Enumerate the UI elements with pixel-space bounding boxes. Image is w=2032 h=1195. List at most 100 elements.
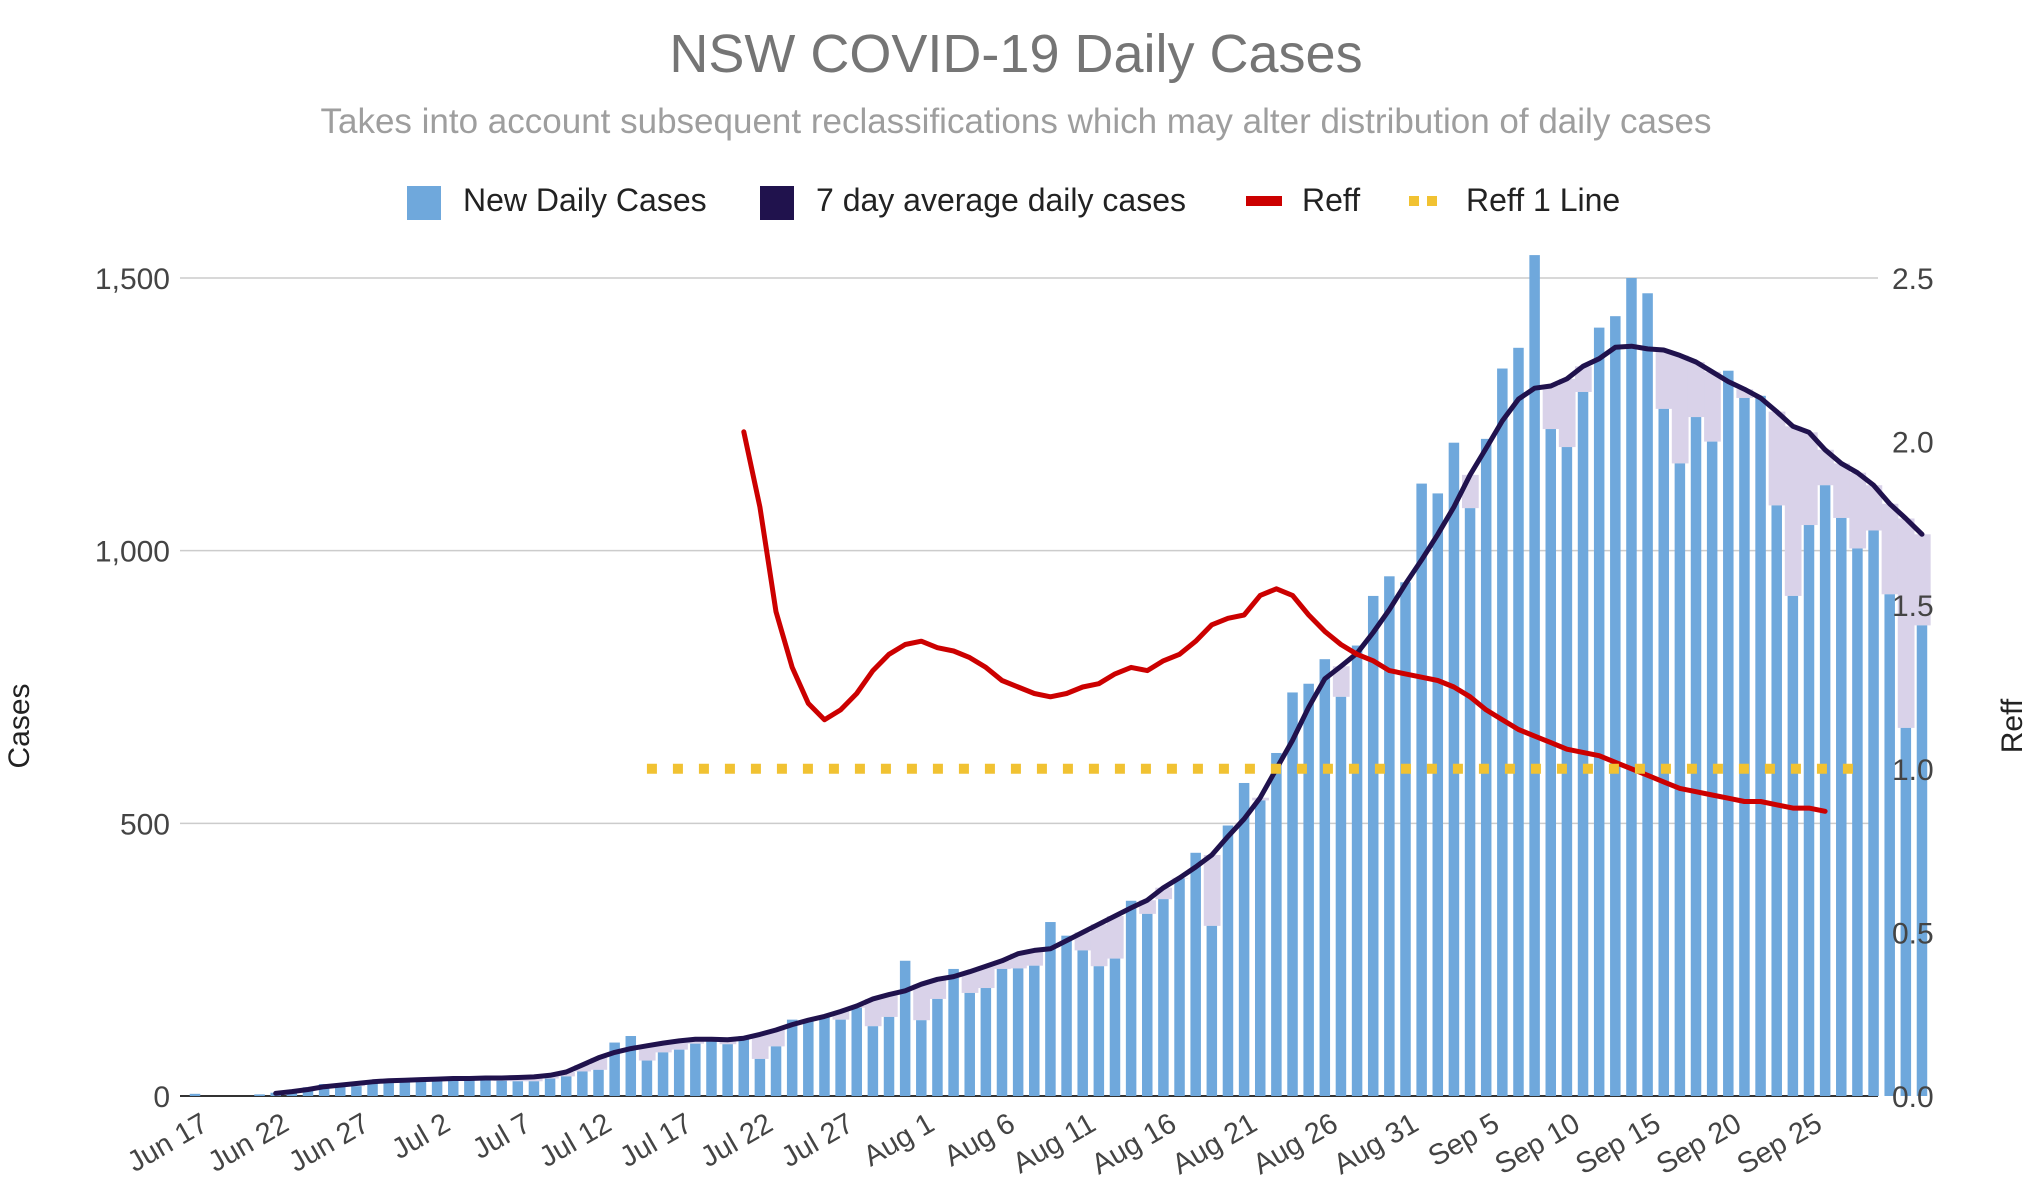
x-tick-label: Jul 22 (695, 1107, 778, 1173)
bar (980, 988, 992, 1096)
bar (383, 1080, 394, 1096)
average-fill-segment (671, 1040, 688, 1050)
bar (1303, 683, 1314, 1096)
bar (964, 992, 975, 1096)
legend-label-reff-1-line: Reff 1 Line (1466, 182, 1620, 218)
y2-tick-label: 0.5 (1892, 917, 1934, 950)
bar (835, 1019, 846, 1096)
x-tick-label: Jul 12 (534, 1107, 617, 1173)
bar (1900, 727, 1912, 1096)
series-line-7-day-average (273, 343, 1925, 1096)
average-fill-segment (961, 971, 979, 993)
bar (1125, 900, 1137, 1096)
bar (560, 1076, 572, 1096)
bar (722, 1044, 733, 1096)
bar (1884, 594, 1895, 1096)
bar (1384, 576, 1395, 1096)
legend: New Daily Cases 7 day average daily case… (407, 182, 1620, 220)
x-tick-label: Sep 25 (1732, 1107, 1828, 1181)
x-tick-label: Aug 6 (939, 1107, 1021, 1173)
average-fill-segment (880, 994, 898, 1017)
bar (1642, 293, 1653, 1096)
bar (1206, 925, 1218, 1096)
bar (932, 998, 943, 1096)
legend-swatch-new-daily-cases (407, 186, 441, 220)
bar (738, 1036, 750, 1096)
x-tick-label: Jun 17 (122, 1107, 213, 1178)
x-tick-label: Sep 10 (1490, 1107, 1586, 1181)
y2-tick-label: 2.0 (1892, 427, 1934, 460)
bar (447, 1076, 459, 1096)
x-tick-label: Aug 1 (858, 1107, 940, 1173)
x-tick-label: Aug 21 (1167, 1107, 1263, 1181)
average-fill-segment (1784, 426, 1802, 596)
bar (1029, 965, 1040, 1096)
bar (318, 1084, 330, 1096)
legend-swatch-7-day-average (760, 186, 794, 220)
average-fill-segment (1817, 449, 1834, 486)
average-fill-segment (1203, 854, 1221, 926)
legend-swatch-reff-1-line-a (1409, 196, 1419, 206)
bar (1658, 408, 1669, 1096)
bar (1916, 625, 1928, 1096)
average-fill-segment (1155, 887, 1173, 900)
bar (1723, 370, 1734, 1096)
legend-label-7-day-average: 7 day average daily cases (816, 182, 1186, 218)
bar (641, 1060, 653, 1096)
x-tick-label: Aug 16 (1086, 1107, 1182, 1181)
y2-tick-label: 1.5 (1892, 590, 1934, 623)
bar (1400, 582, 1411, 1096)
bar (657, 1052, 669, 1096)
y-tick-label: 1,500 (95, 263, 170, 296)
average-fill-segment (1913, 534, 1931, 626)
bar (1706, 441, 1718, 1097)
x-tick-label: Sep 5 (1423, 1107, 1505, 1173)
bar (1077, 950, 1088, 1096)
average-fill-segment (590, 1057, 608, 1070)
bar (1771, 505, 1782, 1096)
average-fill (332, 349, 1931, 1087)
bar (786, 1019, 798, 1096)
bar (1545, 429, 1557, 1096)
bar (1852, 548, 1863, 1096)
average-fill-segment (1897, 518, 1915, 728)
average-fill-segment (654, 1043, 672, 1053)
average-fill-segment (1655, 349, 1673, 409)
bar (1610, 316, 1621, 1096)
bar (851, 1007, 862, 1096)
x-tick-label: Jul 17 (615, 1107, 698, 1173)
bar (335, 1085, 346, 1096)
average-fill-segment (751, 1034, 769, 1059)
bar (899, 960, 911, 1096)
bar (1626, 278, 1637, 1096)
x-tick-label: Sep 15 (1570, 1107, 1666, 1181)
x-tick-label: Jun 27 (283, 1107, 374, 1178)
bar (1690, 417, 1702, 1096)
bar (577, 1071, 588, 1096)
bar (1819, 485, 1831, 1096)
bar (1158, 899, 1169, 1096)
bar (1174, 878, 1185, 1096)
x-tick-label: Jul 27 (776, 1107, 859, 1173)
bar (690, 1043, 701, 1096)
x-tick-label: Jun 22 (203, 1107, 294, 1178)
bar (1093, 966, 1105, 1096)
average-fill-segment (1800, 432, 1818, 526)
bar (1674, 463, 1686, 1096)
bar (609, 1042, 620, 1096)
bar (996, 968, 1008, 1096)
average-fill-segment (767, 1030, 785, 1047)
bar (754, 1058, 766, 1096)
y2-tick-label: 2.5 (1892, 263, 1934, 296)
bar (1739, 397, 1750, 1096)
chart-subtitle: Takes into account subsequent reclassifi… (321, 102, 1712, 141)
average-fill-segment (1671, 355, 1689, 464)
bar (1254, 800, 1266, 1096)
average-fill-segment (993, 960, 1011, 969)
y-tick-label: 500 (120, 808, 170, 841)
average-fill-segment (1865, 485, 1883, 531)
average-fill-segment (1574, 366, 1592, 392)
right-axis-title: Reff (1996, 698, 2029, 753)
bar (1755, 395, 1766, 1096)
bar (1868, 530, 1879, 1096)
